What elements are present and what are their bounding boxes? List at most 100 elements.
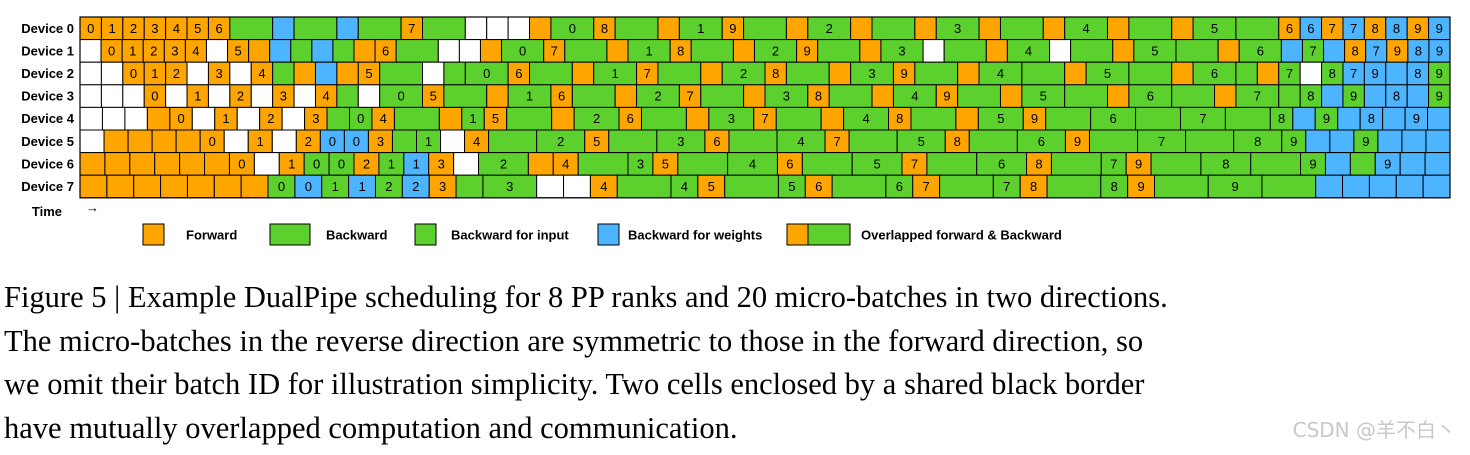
cell-batch-id: 6	[1286, 21, 1293, 36]
cell-batch-id: 5	[593, 134, 600, 149]
schedule-cell	[332, 39, 355, 63]
schedule-cell	[571, 61, 595, 86]
schedule-cell	[1088, 129, 1139, 154]
device-label: Device 4	[21, 111, 75, 126]
cell-batch-id: 9	[1436, 21, 1443, 36]
schedule-cell	[79, 61, 102, 86]
cell-batch-id: 1	[151, 66, 158, 81]
schedule-cell	[1385, 61, 1408, 86]
schedule-cell	[1329, 129, 1355, 154]
schedule-cell	[871, 84, 894, 108]
device-label: Device 6	[21, 156, 74, 171]
cell-batch-id: 1	[469, 111, 476, 126]
cell-batch-id: 9	[729, 21, 736, 36]
schedule-cell	[1224, 106, 1271, 131]
cell-batch-id: 6	[815, 179, 822, 194]
cell-batch-id: 2	[557, 134, 564, 149]
schedule-cell	[379, 61, 423, 86]
cell-batch-id: 5	[1040, 89, 1047, 104]
schedule-cell	[229, 16, 274, 41]
schedule-cell	[677, 152, 729, 176]
schedule-cell	[326, 106, 351, 131]
cell-batch-id: 4	[1025, 43, 1032, 58]
schedule-cell	[785, 16, 809, 41]
cell-batch-id: 4	[600, 179, 607, 194]
cell-batch-id: 5	[997, 111, 1004, 126]
cell-batch-id: 7	[1329, 21, 1336, 36]
schedule-cell	[828, 84, 873, 108]
cell-batch-id: 4	[681, 179, 688, 194]
schedule-cell	[1185, 129, 1235, 154]
schedule-cell	[443, 84, 488, 108]
schedule-cell	[1315, 174, 1344, 199]
cell-batch-id: 3	[438, 156, 445, 171]
schedule-cell	[223, 129, 249, 154]
cell-batch-id: 0	[130, 66, 137, 81]
schedule-cell	[616, 174, 672, 199]
legend-label-backward: Backward	[326, 228, 387, 243]
cell-batch-id: 5	[662, 156, 669, 171]
cell-batch-id: 5	[1151, 43, 1158, 58]
cell-batch-id: 6	[1307, 21, 1314, 36]
schedule-cell	[79, 84, 102, 108]
schedule-cell	[103, 129, 129, 154]
schedule-cell	[608, 129, 658, 154]
cell-batch-id: 1	[413, 156, 420, 171]
schedule-cell	[968, 129, 1018, 154]
schedule-cell	[272, 16, 295, 41]
schedule-cell	[1305, 129, 1331, 154]
schedule-cell	[336, 61, 359, 86]
grid-frame	[79, 16, 1451, 199]
schedule-cell	[186, 174, 215, 199]
cell-batch-id: 6	[558, 89, 565, 104]
cell-batch-id: 7	[911, 156, 918, 171]
cell-batch-id: 2	[305, 134, 312, 149]
schedule-cell	[422, 61, 445, 86]
schedule-cell	[353, 39, 376, 63]
cell-batch-id: 9	[1323, 111, 1330, 126]
cell-batch-id: 0	[569, 21, 576, 36]
cell-batch-id: 4	[562, 156, 569, 171]
schedule-cell	[79, 152, 106, 176]
schedule-cell	[357, 84, 381, 108]
cell-batch-id: 9	[1074, 134, 1081, 149]
cell-batch-id: 4	[997, 66, 1004, 81]
schedule-cell	[614, 84, 638, 108]
cell-batch-id: 9	[1414, 21, 1421, 36]
schedule-cell	[922, 39, 945, 63]
schedule-cell	[1154, 174, 1209, 199]
schedule-cell	[486, 84, 509, 108]
cell-batch-id: 7	[1199, 111, 1206, 126]
cell-batch-id: 0	[483, 66, 490, 81]
cell-batch-id: 9	[943, 89, 950, 104]
cell-batch-id: 0	[238, 156, 245, 171]
schedule-cell	[1250, 152, 1302, 176]
cell-batch-id: 6	[515, 66, 522, 81]
schedule-cell	[229, 61, 252, 86]
legend-swatch-backward_input	[414, 223, 437, 246]
schedule-cell	[1064, 61, 1087, 86]
cell-batch-id: 5	[365, 66, 372, 81]
schedule-cell	[440, 129, 466, 154]
cell-batch-id: 5	[1104, 66, 1111, 81]
cell-batch-id: 7	[833, 134, 840, 149]
cell-batch-id: 0	[278, 179, 285, 194]
cell-batch-id: 7	[1003, 179, 1010, 194]
schedule-cell	[1135, 106, 1181, 131]
caption-line-4: have mutually overlapped computation and…	[4, 410, 738, 445]
cell-batch-id: 6	[382, 43, 389, 58]
cell-batch-id: 0	[353, 134, 360, 149]
cell-batch-id: 6	[896, 179, 903, 194]
legend-label-forward: Forward	[186, 228, 237, 243]
schedule-cell	[1049, 39, 1072, 63]
schedule-cell	[999, 84, 1023, 108]
schedule-cell	[100, 84, 124, 108]
schedule-cell	[293, 84, 316, 108]
schedule-cell	[122, 84, 145, 108]
schedule-cell	[1424, 152, 1451, 176]
cell-batch-id: 1	[358, 179, 365, 194]
schedule-cell	[1422, 174, 1451, 199]
cell-batch-id: 7	[1373, 43, 1380, 58]
cell-batch-id: 4	[173, 21, 180, 36]
